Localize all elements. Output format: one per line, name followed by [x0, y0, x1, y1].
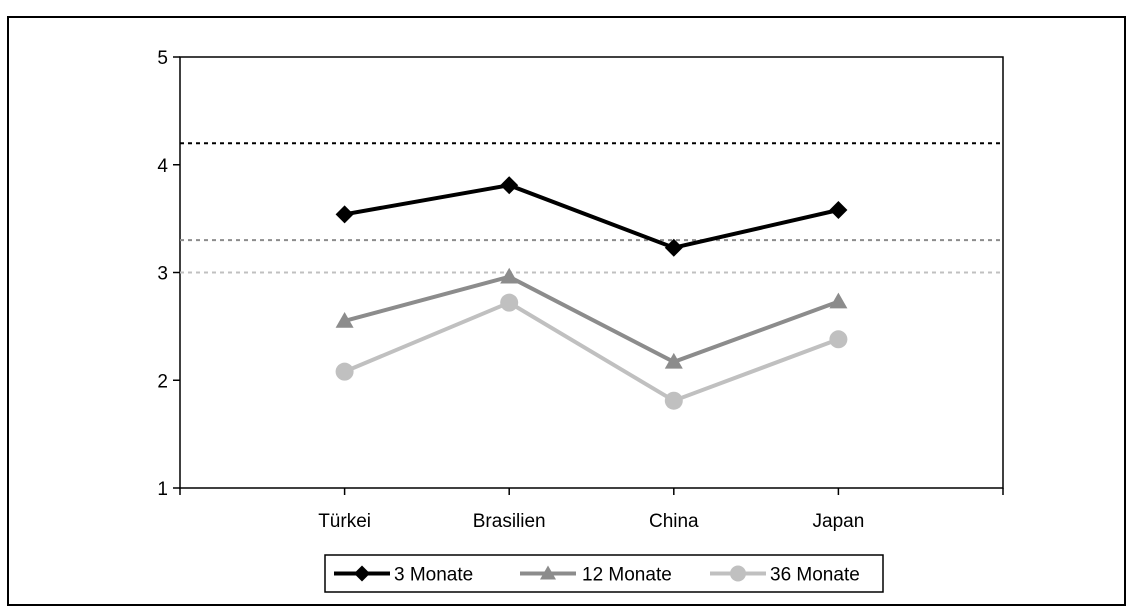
series-line-0 [344, 183, 839, 250]
x-tick-label: China [649, 511, 699, 532]
data-point-2-1 [500, 293, 519, 312]
y-tick-label: 1 [157, 479, 168, 500]
legend-marker-0 [354, 565, 370, 582]
data-point-0-1 [500, 176, 519, 195]
data-point-0-0 [335, 205, 354, 224]
legend-label-0: 3 Monate [394, 565, 473, 586]
legend-label-2: 36 Monate [770, 565, 860, 586]
data-point-1-0 [335, 311, 354, 328]
data-point-2-0 [335, 362, 354, 381]
x-axis: Türkei Brasilien China Japan [179, 488, 1004, 532]
legend-marker-2 [730, 565, 746, 582]
x-tick-label: Türkei [318, 511, 371, 532]
legend-label-1: 12 Monate [582, 565, 672, 586]
series-layer [335, 176, 848, 410]
legend-marker-1 [540, 565, 556, 580]
data-point-1-2 [664, 352, 683, 369]
data-point-0-2 [664, 238, 683, 257]
y-tick-label: 5 [157, 48, 168, 69]
y-tick-label: 4 [157, 156, 168, 177]
legend: 3 Monate 12 Monate 36 Monate [324, 554, 884, 593]
series-line-2 [343, 300, 840, 403]
data-point-0-3 [829, 201, 848, 220]
x-tick-label: Brasilien [473, 511, 546, 532]
data-point-2-3 [829, 330, 848, 349]
data-point-1-1 [500, 267, 519, 284]
y-tick-label: 3 [157, 264, 168, 285]
x-tick-label: Japan [813, 511, 865, 532]
series-line-1 [344, 274, 840, 365]
legend-box [324, 554, 884, 593]
data-point-1-3 [829, 292, 848, 309]
chart-border [7, 16, 1126, 606]
reference-lines [180, 142, 1003, 274]
data-point-2-2 [664, 391, 683, 410]
y-tick-label: 2 [157, 371, 168, 392]
y-axis: 1 2 3 4 5 [157, 48, 180, 500]
